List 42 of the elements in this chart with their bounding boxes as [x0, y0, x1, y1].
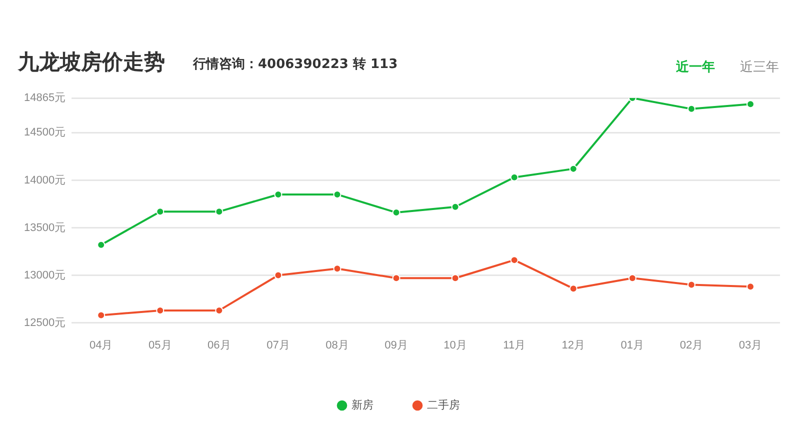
x-tick-label: 03月 — [738, 339, 762, 352]
point — [451, 202, 460, 211]
point — [392, 274, 400, 282]
point — [274, 271, 282, 280]
y-tick-label: 14000元 — [24, 174, 66, 186]
y-tick-label: 12500元 — [24, 316, 66, 329]
x-tick-label: 11月 — [503, 339, 526, 352]
point — [451, 274, 460, 282]
point — [569, 284, 578, 293]
x-tick-label: 06月 — [208, 339, 231, 352]
text: 近一年 — [676, 59, 715, 76]
point — [510, 173, 518, 182]
y-tick-label: 13000元 — [24, 269, 66, 282]
chart-subtitle: 行情咨询：4006390223 转 113 — [193, 56, 398, 73]
point — [97, 240, 106, 249]
point — [687, 280, 696, 289]
point — [746, 282, 754, 291]
point — [215, 208, 224, 216]
text: 近三年 — [740, 59, 779, 76]
y-tick-label: 14865元 — [24, 92, 66, 104]
y-tick-label: 14500元 — [24, 126, 66, 139]
x-tick-label: 08月 — [326, 339, 349, 352]
x-tick-label: 10月 — [444, 339, 467, 352]
y-tick-label: 13500元 — [24, 222, 66, 234]
x-tick-label: 12月 — [562, 339, 586, 352]
point — [569, 164, 578, 173]
chart-title: 九龙坡房价走势 — [18, 49, 165, 76]
x-tick-label: 05月 — [148, 339, 172, 352]
point — [156, 208, 164, 216]
point — [510, 256, 518, 264]
x-tick-label: 02月 — [680, 339, 704, 352]
x-tick-label: 04月 — [89, 339, 113, 352]
point — [333, 264, 342, 273]
x-tick-label: 07月 — [266, 339, 290, 352]
point — [687, 104, 696, 113]
legend-label: 新房 — [352, 398, 374, 412]
legend-label: 二手房 — [427, 398, 460, 412]
point — [97, 311, 106, 320]
point — [628, 274, 636, 282]
x-tick-label: 09月 — [384, 339, 408, 352]
x-tick-label: 01月 — [620, 339, 644, 352]
point — [746, 100, 754, 108]
